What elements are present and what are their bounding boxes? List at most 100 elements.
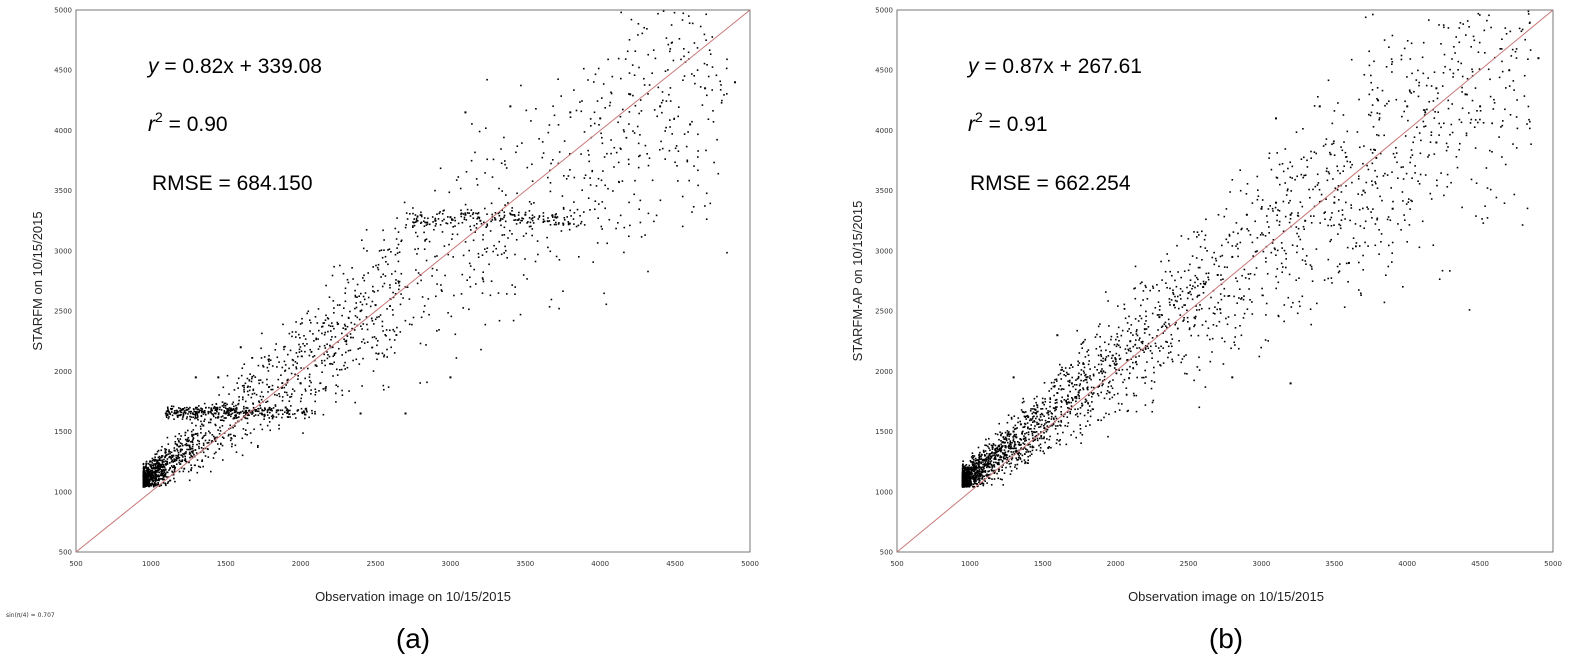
data-point [220,416,223,418]
data-point [378,316,380,318]
data-point [190,447,192,450]
data-point [627,158,630,161]
data-point [338,347,340,350]
data-point [518,211,520,214]
data-point [298,348,301,351]
data-point [325,387,327,390]
data-point [1041,401,1044,404]
data-point [1436,184,1438,187]
data-point [990,460,993,462]
data-point [1115,364,1117,366]
data-point [461,221,464,224]
data-point [246,434,248,436]
data-point [1155,345,1157,347]
data-point [997,454,1000,456]
data-point [1082,340,1085,343]
data-point [406,286,409,288]
data-point [1162,347,1164,349]
data-point [1529,49,1532,51]
data-point [513,214,516,216]
data-point [1268,232,1270,234]
data-point [609,101,612,104]
data-point [1010,416,1013,419]
data-point [210,411,212,414]
data-point [154,472,157,474]
data-point [1114,363,1116,366]
data-point [426,223,429,225]
data-point [1375,182,1377,185]
data-point [1203,282,1205,285]
data-point [309,330,311,332]
data-point [1394,156,1396,159]
data-point [1337,102,1339,104]
data-point [443,245,446,247]
data-point [1220,298,1223,301]
data-point [185,409,188,411]
data-point [580,110,583,113]
data-point [1171,274,1173,277]
data-point [434,219,436,221]
data-point [226,412,229,414]
data-point [542,221,544,223]
data-point [1297,212,1299,214]
data-point [1079,383,1081,385]
data-point [377,289,379,292]
data-point [1324,143,1327,146]
data-point [329,325,332,327]
data-point [447,312,449,314]
data-point [339,369,341,371]
data-point [1156,284,1158,286]
data-point [509,212,511,215]
data-point [1326,167,1328,170]
data-point [1372,126,1375,128]
data-point [223,419,225,422]
data-point [1166,341,1168,343]
data-point [1290,306,1293,308]
data-point [1365,181,1368,184]
data-point [344,287,347,290]
data-point [192,416,195,419]
data-point [257,414,260,417]
data-point [1037,410,1039,413]
data-point [214,440,217,442]
data-point [619,115,622,118]
data-point [615,227,617,230]
data-point [988,477,990,479]
data-point [184,460,187,463]
data-point [333,327,335,330]
data-point [1026,414,1029,417]
data-point [1019,438,1021,440]
data-point [314,411,316,413]
data-point [628,163,630,165]
data-point [1070,434,1072,436]
data-point [192,438,194,441]
data-point [477,212,480,214]
x-tick-label: 1000 [142,560,160,568]
data-point [1302,225,1305,228]
data-point [1212,312,1215,314]
data-point [1197,278,1199,281]
data-point [465,219,468,221]
data-point [1414,172,1416,174]
data-point [424,239,427,241]
data-point [154,474,157,477]
data-point [1002,441,1004,443]
data-point [1016,427,1018,429]
data-point [967,476,970,479]
data-point [1075,395,1078,398]
data-point [314,393,317,396]
data-point [1403,47,1406,50]
data-point [1092,408,1094,411]
data-point [257,408,259,410]
data-point [263,418,265,420]
data-point [1133,394,1135,397]
data-point [1378,112,1381,115]
data-point [1345,201,1347,204]
data-point [498,187,500,190]
data-point [482,238,484,241]
data-point [448,243,450,246]
data-point [254,414,257,416]
data-point [469,276,471,279]
data-point [509,213,512,216]
data-point [1086,350,1088,353]
